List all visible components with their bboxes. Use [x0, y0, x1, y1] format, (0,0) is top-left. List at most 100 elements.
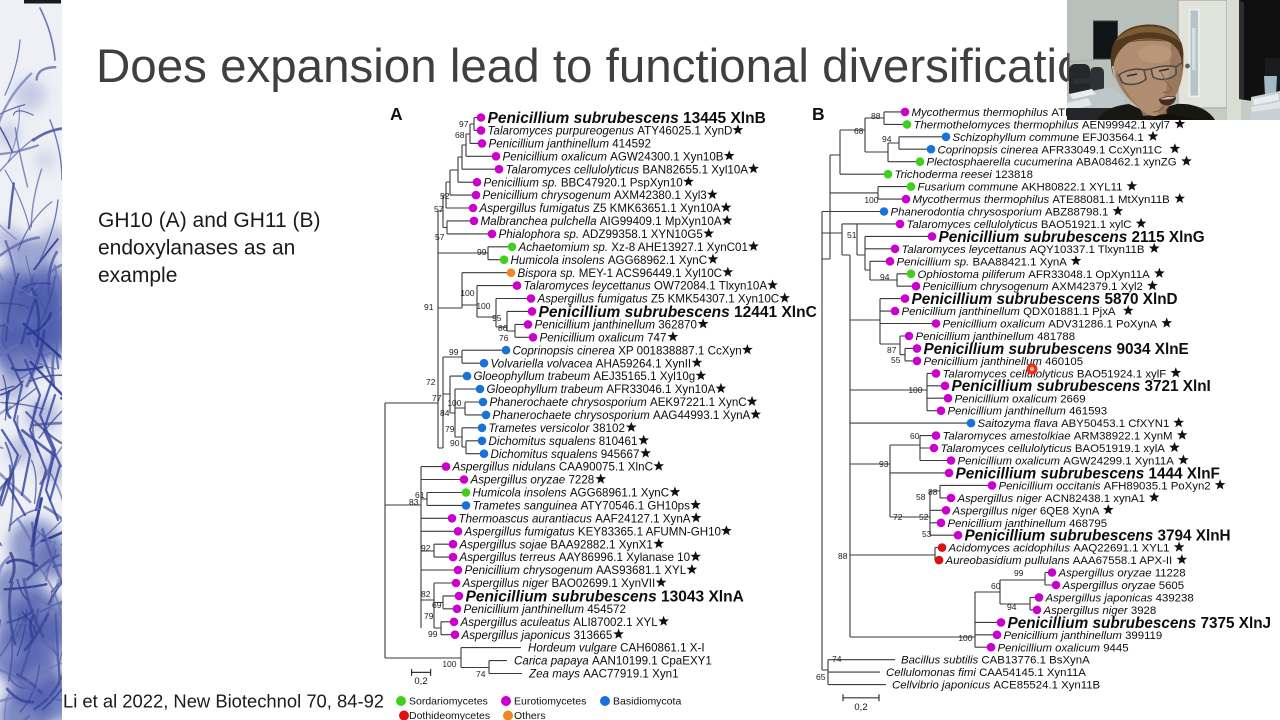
svg-text:Penicillium oxalicum 2669: Penicillium oxalicum 2669	[955, 393, 1086, 405]
svg-text:53: 53	[922, 529, 932, 539]
svg-text:Penicillium janthinellum 46159: Penicillium janthinellum 461593	[948, 406, 1108, 418]
svg-text:Penicillium oxalicum AGW24300.: Penicillium oxalicum AGW24300.1 Xyn10B	[503, 150, 724, 163]
svg-text:72: 72	[426, 377, 436, 387]
svg-text:Phanerochaete chrysosporium AA: Phanerochaete chrysosporium AAG44993.1 X…	[493, 409, 751, 422]
svg-text:example: example	[98, 264, 177, 287]
svg-text:Penicillium subrubescens 13043: Penicillium subrubescens 13043 XlnA	[466, 588, 744, 605]
svg-text:Aspergillus niger BAO02699.1 X: Aspergillus niger BAO02699.1 XynVII	[462, 577, 656, 590]
svg-text:Bispora sp. MEY-1 ACS96449.1 X: Bispora sp. MEY-1 ACS96449.1 Xyl10C	[518, 267, 723, 280]
svg-text:Penicillium subrubescens 9034: Penicillium subrubescens 9034 XlnE	[924, 341, 1189, 358]
svg-text:100: 100	[864, 195, 878, 205]
svg-text:Penicillium subrubescens 7375: Penicillium subrubescens 7375 XlnJ	[1008, 615, 1272, 632]
svg-text:Gloeophyllum trabeum AFR33046.: Gloeophyllum trabeum AFR33046.1 Xyn10A	[487, 383, 716, 396]
svg-text:91: 91	[424, 302, 434, 312]
svg-text:Dichomitus squalens 810461: Dichomitus squalens 810461	[489, 435, 638, 448]
svg-text:Aspergillus niger 6QE8 XynA: Aspergillus niger 6QE8 XynA	[952, 505, 1100, 517]
svg-text:Aspergillus aculeatus ALI87002: Aspergillus aculeatus ALI87002.1 XYL	[460, 616, 659, 629]
svg-text:Aspergillus oryzae 7228: Aspergillus oryzae 7228	[470, 474, 595, 487]
svg-text:Penicillium subrubescens 3794: Penicillium subrubescens 3794 XlnH	[965, 528, 1231, 545]
svg-text:Penicillium janthinellum 39911: Penicillium janthinellum 399119	[1004, 630, 1163, 642]
svg-text:Saitozyma flava ABY50453.1 CfX: Saitozyma flava ABY50453.1 CfXYN1	[978, 418, 1170, 430]
svg-text:Mycothermus thermophilus ATE88: Mycothermus thermophilus ATE88081.1 MtXy…	[913, 194, 1170, 206]
svg-text:Trametes versicolor 38102: Trametes versicolor 38102	[489, 422, 625, 435]
svg-text:69: 69	[432, 600, 442, 610]
svg-text:Ophiostoma piliferum AFR33048.: Ophiostoma piliferum AFR33048.1 OpXyn11A	[918, 269, 1151, 281]
svg-text:94: 94	[1007, 602, 1017, 612]
svg-text:Penicillium subrubescens 13445: Penicillium subrubescens 13445 XlnB	[488, 110, 766, 127]
svg-text:Thermoascus aurantiacus AAF241: Thermoascus aurantiacus AAF24127.1 XynA	[459, 512, 691, 525]
svg-text:Penicillium janthinellum 46010: Penicillium janthinellum 460105	[924, 356, 1084, 368]
svg-text:Phialophora sp. ADZ99358.1 XYN: Phialophora sp. ADZ99358.1 XYN10G5	[499, 228, 703, 241]
svg-text:57: 57	[435, 232, 445, 242]
svg-text:93: 93	[879, 459, 889, 469]
svg-text:Cellvibrio japonicus ACE85524.: Cellvibrio japonicus ACE85524.1 Xyn11B	[892, 680, 1100, 692]
svg-text:52: 52	[919, 512, 929, 522]
svg-text:Aspergillus oryzae 5605: Aspergillus oryzae 5605	[1062, 580, 1185, 592]
svg-text:Penicillium sp. BBC47920.1 Psp: Penicillium sp. BBC47920.1 PspXyn10	[484, 176, 683, 189]
svg-text:Penicillium chrysogenum AAS936: Penicillium chrysogenum AAS93681.1 XYL	[465, 564, 687, 577]
svg-text:B: B	[812, 104, 825, 124]
svg-text:87: 87	[887, 345, 897, 355]
svg-text:Aspergillus terreus AAY86996.1: Aspergillus terreus AAY86996.1 Xylanase …	[459, 551, 691, 564]
svg-text:97: 97	[459, 119, 469, 129]
svg-text:Aspergillus japonicus 313665: Aspergillus japonicus 313665	[461, 629, 613, 642]
svg-text:92: 92	[421, 543, 431, 553]
svg-text:Coprinopsis cinerea AFR33049.1: Coprinopsis cinerea AFR33049.1 CcXyn11C	[938, 144, 1163, 156]
svg-text:90: 90	[450, 438, 460, 448]
svg-text:Penicillium janthinellum QDX01: Penicillium janthinellum QDX01881.1 PjxA	[902, 306, 1116, 318]
svg-text:Talaromyces cellulolyticus BAO: Talaromyces cellulolyticus BAO51921.1 xy…	[907, 219, 1132, 231]
svg-text:58: 58	[916, 492, 926, 502]
svg-text:Cellulomonas fimi CAA54145.1 X: Cellulomonas fimi CAA54145.1 Xyn11A	[886, 667, 1086, 679]
svg-text:Schizophyllum commune EFJ03564: Schizophyllum commune EFJ03564.1	[953, 132, 1144, 144]
svg-text:Aspergillus niger 3928: Aspergillus niger 3928	[1043, 605, 1157, 617]
svg-text:57: 57	[434, 204, 444, 214]
svg-text:Phanerochaete chrysosporium AE: Phanerochaete chrysosporium AEK97221.1 X…	[490, 396, 747, 409]
svg-text:Penicillium janthinellum 45457: Penicillium janthinellum 454572	[464, 603, 626, 616]
svg-text:79: 79	[445, 424, 455, 434]
svg-text:Others: Others	[514, 710, 546, 720]
svg-text:Penicillium subrubescens 3721: Penicillium subrubescens 3721 XlnI	[952, 378, 1211, 395]
svg-text:100: 100	[447, 398, 461, 408]
svg-text:94: 94	[882, 134, 892, 144]
svg-text:Does expansion lead to functio: Does expansion lead to functional divers…	[96, 40, 1136, 93]
svg-text:Penicillium occitanis AFH89035: Penicillium occitanis AFH89035.1 PoXyn2	[999, 480, 1211, 492]
svg-text:83: 83	[409, 497, 419, 507]
svg-text:Aspergillus sojae BAA92882.1 X: Aspergillus sojae BAA92882.1 XynX1	[459, 538, 653, 551]
svg-text:Carica papaya AAN10199.1 CpaEX: Carica papaya AAN10199.1 CpaEXY1	[514, 655, 712, 668]
svg-text:Basidiomycota: Basidiomycota	[613, 696, 681, 708]
svg-text:Aspergillus fumigatus KEY83365: Aspergillus fumigatus KEY83365.1 AFUMN-G…	[464, 525, 721, 538]
svg-text:51: 51	[847, 230, 857, 240]
svg-text:72: 72	[893, 512, 903, 522]
svg-text:A: A	[390, 104, 403, 124]
svg-text:Aspergillus fumigatus Z5 KMK54: Aspergillus fumigatus Z5 KMK54307.1 Xyn1…	[537, 293, 780, 306]
svg-text:Penicillium janthinellum 41459: Penicillium janthinellum 414592	[489, 138, 651, 151]
svg-text:76: 76	[499, 333, 509, 343]
svg-text:Aspergillus niger ACN82438.1 x: Aspergillus niger ACN82438.1 xynA1	[957, 493, 1145, 505]
svg-text:Zea mays AAC77919.1 Xyn1: Zea mays AAC77919.1 Xyn1	[528, 668, 679, 681]
svg-text:88: 88	[928, 487, 938, 497]
svg-text:94: 94	[880, 272, 890, 282]
svg-text:Talaromyces amestolkiae ARM389: Talaromyces amestolkiae ARM38922.1 XynM	[943, 431, 1173, 443]
svg-text:Penicillium oxalicum 747: Penicillium oxalicum 747	[540, 331, 667, 344]
svg-text:Penicillium janthinellum 36287: Penicillium janthinellum 362870	[535, 319, 697, 332]
svg-text:Volvariella volvacea AHA59264.: Volvariella volvacea AHA59264.1 XynII	[491, 357, 692, 370]
svg-text:Aspergillus japonicas 439238: Aspergillus japonicas 439238	[1045, 593, 1194, 605]
svg-text:74: 74	[476, 669, 486, 679]
svg-text:Penicillium subrubescens 2115: Penicillium subrubescens 2115 XlnG	[939, 229, 1205, 246]
svg-text:Li et al 2022, New Biotechnol: Li et al 2022, New Biotechnol 70, 84-92	[63, 691, 384, 712]
svg-text:Aspergillus fumigatus Z5 KMK63: Aspergillus fumigatus Z5 KMK63651.1 Xyn1…	[479, 202, 721, 215]
svg-text:Penicillium chrysogenum AXM423: Penicillium chrysogenum AXM42379.1 Xyl2	[923, 281, 1143, 293]
svg-text:86: 86	[498, 323, 508, 333]
svg-text:endoxylanases as an: endoxylanases as an	[98, 236, 295, 259]
svg-text:99: 99	[449, 347, 459, 357]
svg-text:Penicillium oxalicum AGW24299.: Penicillium oxalicum AGW24299.1 Xyn11A	[958, 456, 1175, 468]
svg-text:Talaromyces cellulolyticus BAN: Talaromyces cellulolyticus BAN82655.1 Xy…	[506, 163, 749, 176]
svg-text:Thermothelomyces thermophilus: Thermothelomyces thermophilus AEN99942.1…	[914, 119, 1170, 131]
svg-text:99: 99	[477, 247, 487, 257]
svg-text:65: 65	[816, 672, 826, 682]
svg-text:Talaromyces cellulolyticus BAO: Talaromyces cellulolyticus BAO51924.1 xy…	[943, 368, 1167, 380]
svg-text:60: 60	[910, 431, 920, 441]
svg-text:88: 88	[838, 551, 848, 561]
svg-text:Eurotiomycetes: Eurotiomycetes	[514, 696, 586, 708]
svg-text:Penicillium janthinellum 46879: Penicillium janthinellum 468795	[948, 518, 1108, 530]
